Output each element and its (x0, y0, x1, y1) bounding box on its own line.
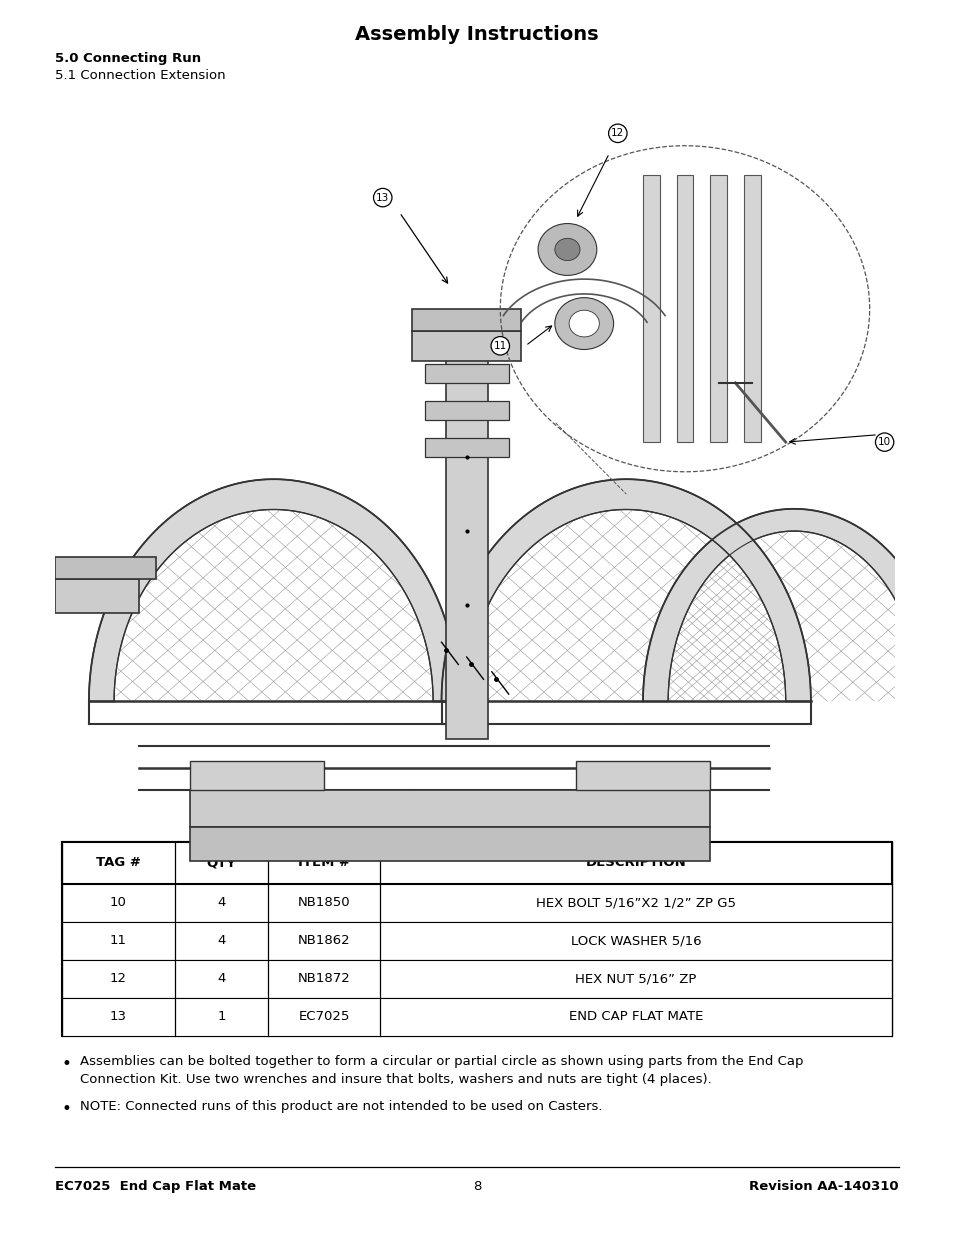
Text: 13: 13 (110, 1010, 127, 1024)
Polygon shape (642, 509, 944, 701)
Bar (55, 557, 156, 579)
Text: 1: 1 (217, 1010, 226, 1024)
Text: 13: 13 (375, 193, 389, 203)
Text: HEX NUT 5/16” ZP: HEX NUT 5/16” ZP (575, 972, 696, 986)
Bar (62, 842, 891, 884)
Text: Connection Kit. Use two wrenches and insure that bolts, washers and nuts are tig: Connection Kit. Use two wrenches and ins… (80, 1073, 711, 1086)
Bar (190, 790, 709, 827)
Bar (62, 923, 891, 960)
Text: 10: 10 (877, 437, 890, 447)
Bar (424, 364, 508, 383)
Bar (743, 175, 760, 442)
Text: 8: 8 (473, 1179, 480, 1193)
Text: EC7025: EC7025 (298, 1010, 350, 1024)
Bar (190, 761, 324, 790)
Text: NB1850: NB1850 (297, 897, 350, 909)
Text: 11: 11 (493, 341, 506, 351)
Text: 12: 12 (110, 972, 127, 986)
Text: 12: 12 (611, 128, 624, 138)
Bar (576, 761, 709, 790)
Bar (709, 175, 726, 442)
Bar (62, 842, 891, 1036)
Text: NB1862: NB1862 (297, 935, 350, 947)
Polygon shape (441, 479, 810, 701)
Bar (412, 331, 520, 361)
Bar (445, 331, 487, 739)
Bar (424, 401, 508, 420)
Text: DESCRIPTION: DESCRIPTION (585, 857, 685, 869)
Text: LOCK WASHER 5/16: LOCK WASHER 5/16 (570, 935, 700, 947)
Text: QTY: QTY (207, 857, 236, 869)
Bar (62, 960, 891, 998)
Text: 4: 4 (217, 972, 226, 986)
Circle shape (555, 298, 613, 350)
Bar (642, 175, 659, 442)
Circle shape (537, 224, 597, 275)
Text: TAG #: TAG # (96, 857, 141, 869)
Text: Assemblies can be bolted together to form a circular or partial circle as shown : Assemblies can be bolted together to for… (80, 1055, 802, 1068)
Polygon shape (89, 479, 457, 701)
Text: NOTE: Connected runs of this product are not intended to be used on Casters.: NOTE: Connected runs of this product are… (80, 1100, 602, 1113)
Circle shape (555, 238, 579, 261)
Text: 5.1 Connection Extension: 5.1 Connection Extension (55, 69, 226, 82)
Bar (190, 827, 709, 861)
Bar (62, 998, 891, 1036)
Bar (676, 175, 693, 442)
Text: ITEM #: ITEM # (297, 857, 350, 869)
Text: 4: 4 (217, 935, 226, 947)
Circle shape (569, 310, 598, 337)
Text: 5.0 Connecting Run: 5.0 Connecting Run (55, 52, 201, 65)
Bar (412, 309, 520, 331)
Text: END CAP FLAT MATE: END CAP FLAT MATE (568, 1010, 702, 1024)
Text: 11: 11 (110, 935, 127, 947)
Text: HEX BOLT 5/16”X2 1/2” ZP G5: HEX BOLT 5/16”X2 1/2” ZP G5 (536, 897, 735, 909)
Text: NB1872: NB1872 (297, 972, 350, 986)
Bar (62, 884, 891, 923)
Bar (424, 438, 508, 457)
Text: •: • (62, 1100, 71, 1118)
Text: Revision AA-140310: Revision AA-140310 (749, 1179, 898, 1193)
Text: •: • (62, 1055, 71, 1073)
Text: 4: 4 (217, 897, 226, 909)
Text: EC7025  End Cap Flat Mate: EC7025 End Cap Flat Mate (55, 1179, 255, 1193)
Bar (55, 579, 139, 613)
Text: 10: 10 (110, 897, 127, 909)
Text: Assembly Instructions: Assembly Instructions (355, 25, 598, 44)
